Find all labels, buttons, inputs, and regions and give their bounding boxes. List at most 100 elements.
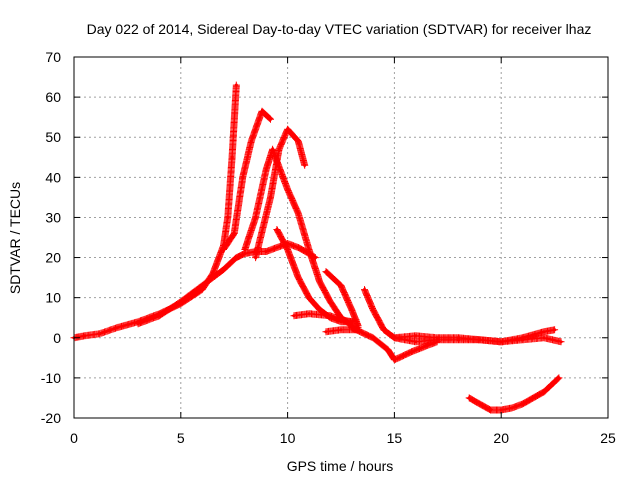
data-point bbox=[386, 348, 390, 352]
data-point bbox=[157, 314, 161, 318]
y-tick-label: 70 bbox=[45, 49, 61, 65]
data-point bbox=[98, 332, 102, 336]
data-point bbox=[542, 336, 546, 340]
data-point bbox=[318, 280, 322, 284]
data-point bbox=[392, 358, 396, 362]
data-point bbox=[232, 231, 236, 236]
data-point bbox=[382, 328, 386, 332]
data-points bbox=[70, 81, 565, 414]
x-tick-label: 0 bbox=[70, 430, 78, 446]
data-point bbox=[286, 247, 290, 252]
series-track-11 bbox=[390, 332, 565, 346]
data-point bbox=[339, 328, 343, 332]
data-point bbox=[275, 245, 279, 250]
data-point bbox=[292, 314, 296, 318]
data-point bbox=[226, 215, 230, 219]
data-point bbox=[414, 334, 418, 338]
y-tick-label: 40 bbox=[45, 169, 61, 185]
data-point bbox=[179, 300, 183, 304]
data-point bbox=[350, 320, 354, 324]
data-point bbox=[296, 139, 300, 143]
y-tick-label: 20 bbox=[45, 250, 61, 266]
x-tick-label: 10 bbox=[280, 430, 296, 446]
series-track-5 bbox=[252, 125, 309, 262]
data-point bbox=[303, 163, 307, 167]
data-point bbox=[243, 247, 247, 252]
series-track-3 bbox=[220, 107, 274, 253]
series-track-13 bbox=[465, 374, 563, 414]
x-axis-label: GPS time / hours bbox=[287, 458, 394, 474]
data-point bbox=[467, 396, 471, 400]
data-point bbox=[499, 408, 503, 412]
data-point bbox=[435, 336, 439, 340]
data-point bbox=[249, 139, 253, 143]
data-point bbox=[296, 211, 300, 215]
data-point bbox=[371, 336, 375, 340]
data-point bbox=[478, 338, 482, 342]
data-point bbox=[307, 296, 311, 300]
y-tick-label: 60 bbox=[45, 89, 61, 105]
data-point bbox=[350, 308, 354, 312]
y-tick-label: 50 bbox=[45, 129, 61, 145]
x-tick-label: 15 bbox=[387, 430, 403, 446]
data-point bbox=[531, 396, 535, 400]
data-point bbox=[268, 117, 273, 121]
data-point bbox=[307, 312, 311, 316]
data-point bbox=[136, 322, 140, 326]
data-point bbox=[350, 326, 354, 330]
axis-ticks: 0 5 10 15 20 25 -20 -10 0 10 20 30 40 50 60 70 bbox=[41, 49, 616, 446]
y-tick-label: 10 bbox=[45, 290, 61, 306]
data-point bbox=[221, 247, 226, 252]
data-point bbox=[510, 406, 514, 410]
data-point bbox=[324, 330, 328, 334]
data-point bbox=[286, 187, 290, 191]
data-point bbox=[254, 215, 258, 219]
y-axis-label: SDTVAR / TECUs bbox=[7, 182, 23, 294]
data-point bbox=[115, 326, 119, 330]
data-point bbox=[557, 376, 561, 380]
y-tick-label: 0 bbox=[53, 330, 61, 346]
data-point bbox=[254, 256, 258, 260]
data-point bbox=[542, 390, 546, 394]
data-point bbox=[264, 167, 268, 171]
data-point bbox=[328, 300, 332, 304]
data-point bbox=[268, 195, 273, 199]
data-point bbox=[296, 276, 300, 280]
data-point bbox=[324, 270, 328, 274]
series-track-7 bbox=[290, 310, 360, 326]
series-track-2 bbox=[134, 240, 319, 328]
x-tick-label: 20 bbox=[493, 430, 509, 446]
data-point bbox=[424, 344, 428, 348]
y-tick-label: 30 bbox=[45, 209, 61, 225]
data-point bbox=[521, 402, 525, 406]
data-point bbox=[521, 338, 525, 342]
series-track-12 bbox=[348, 324, 441, 364]
data-point bbox=[271, 147, 275, 151]
x-tick-label: 25 bbox=[600, 430, 616, 446]
data-point bbox=[260, 109, 264, 113]
data-point bbox=[499, 340, 503, 344]
series-track-8 bbox=[322, 268, 362, 330]
data-point bbox=[414, 340, 418, 344]
data-point bbox=[559, 340, 563, 344]
data-point bbox=[478, 402, 482, 406]
data-point bbox=[339, 284, 343, 288]
data-point bbox=[275, 227, 279, 232]
data-point bbox=[553, 328, 557, 332]
data-point bbox=[542, 330, 546, 334]
data-point bbox=[409, 350, 414, 354]
x-tick-label: 5 bbox=[177, 430, 185, 446]
data-point bbox=[392, 336, 396, 340]
data-point bbox=[234, 256, 238, 260]
data-point bbox=[328, 314, 332, 318]
data-point bbox=[307, 247, 311, 252]
y-tick-label: -10 bbox=[41, 370, 61, 386]
data-point bbox=[200, 284, 204, 288]
data-point bbox=[221, 268, 226, 272]
data-point bbox=[230, 155, 234, 159]
data-point bbox=[371, 308, 375, 312]
data-point bbox=[277, 147, 281, 151]
data-point bbox=[286, 127, 290, 131]
data-point bbox=[264, 249, 268, 254]
